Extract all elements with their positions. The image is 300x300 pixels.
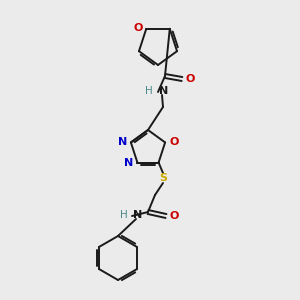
Text: S: S (159, 173, 167, 183)
Text: N: N (124, 158, 134, 168)
Text: O: O (170, 211, 179, 221)
Text: H: H (120, 210, 128, 220)
Text: N: N (159, 86, 168, 96)
Text: O: O (169, 137, 178, 147)
Text: O: O (134, 23, 143, 33)
Text: H: H (145, 86, 153, 96)
Text: N: N (133, 210, 142, 220)
Text: O: O (186, 74, 195, 84)
Text: N: N (118, 137, 127, 147)
